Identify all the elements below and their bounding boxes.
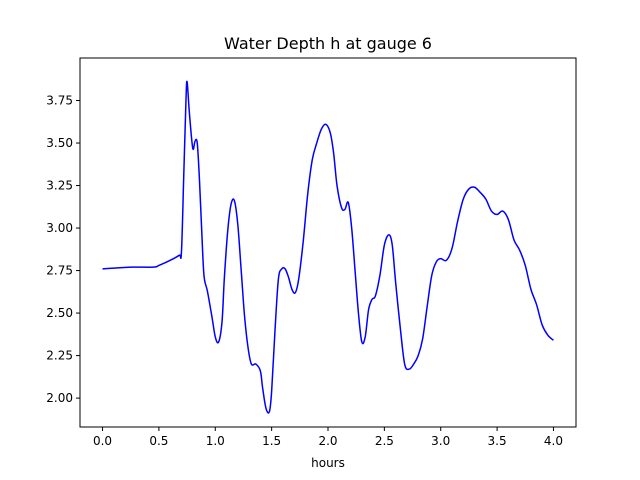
y-tick-label: 2.25 bbox=[46, 349, 73, 363]
series-line bbox=[102, 80, 554, 414]
chart-title: Water Depth h at gauge 6 bbox=[224, 34, 432, 53]
x-tick-label: 0.0 bbox=[93, 434, 112, 448]
x-tick-label: 1.5 bbox=[262, 434, 281, 448]
y-tick-label: 2.00 bbox=[46, 391, 73, 405]
y-tick-label: 2.75 bbox=[46, 264, 73, 278]
y-tick-label: 2.50 bbox=[46, 306, 73, 320]
x-axis-ticks: 0.0 0.5 1.0 1.5 2.0 2.5 3.0 3.5 4.0 bbox=[93, 427, 563, 448]
plot-area bbox=[102, 80, 554, 414]
x-tick-label: 2.0 bbox=[318, 434, 337, 448]
y-tick-label: 3.00 bbox=[46, 221, 73, 235]
x-tick-label: 0.5 bbox=[149, 434, 168, 448]
y-tick-label: 3.50 bbox=[46, 136, 73, 150]
x-tick-label: 3.0 bbox=[431, 434, 450, 448]
x-tick-label: 2.5 bbox=[375, 434, 394, 448]
y-tick-label: 3.25 bbox=[46, 179, 73, 193]
x-axis-label: hours bbox=[311, 456, 345, 470]
x-tick-label: 3.5 bbox=[488, 434, 507, 448]
y-tick-label: 3.75 bbox=[46, 94, 73, 108]
x-tick-label: 4.0 bbox=[544, 434, 563, 448]
axes-frame bbox=[79, 57, 577, 428]
y-axis-ticks: 2.00 2.25 2.50 2.75 3.00 3.25 3.50 3.75 bbox=[46, 94, 80, 405]
x-tick-label: 1.0 bbox=[206, 434, 225, 448]
